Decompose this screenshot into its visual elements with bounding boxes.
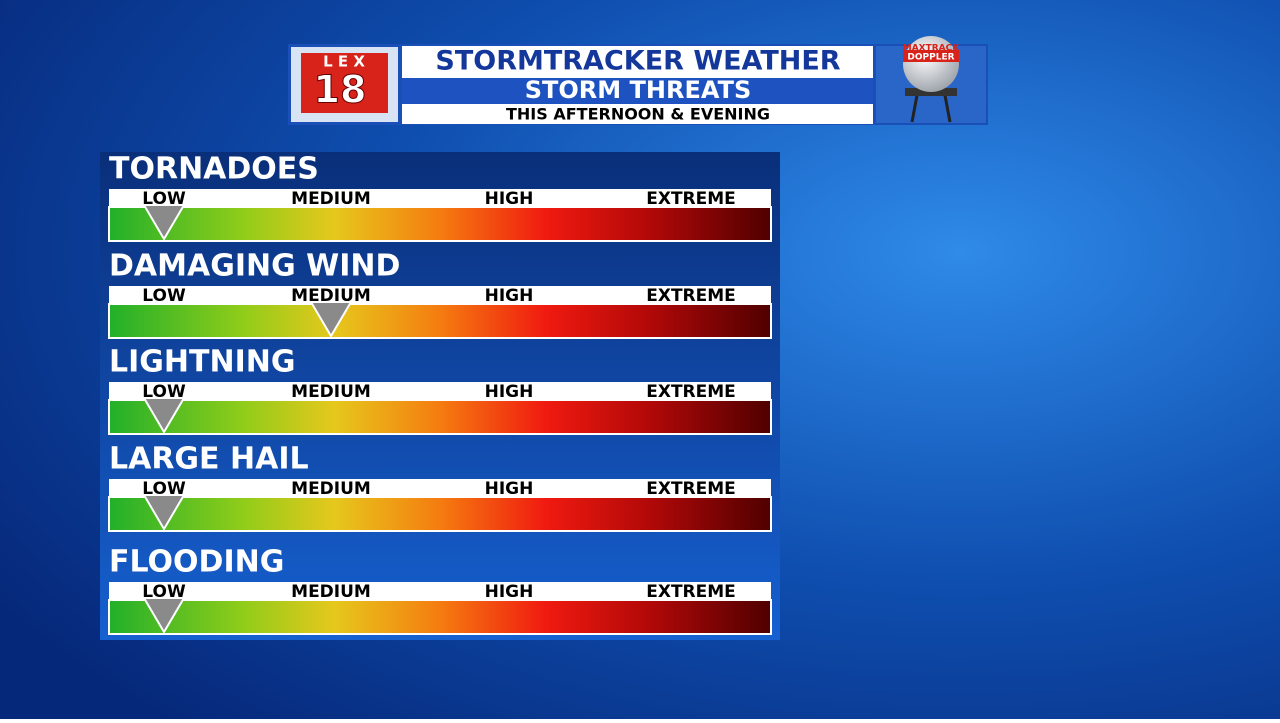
level-strip	[109, 582, 771, 600]
logo-number: 18	[314, 68, 367, 112]
level-label: MEDIUM	[291, 382, 371, 402]
level-strip	[109, 189, 771, 207]
level-label: MEDIUM	[291, 582, 371, 602]
level-label: HIGH	[485, 582, 534, 602]
logo-letters: L E X	[323, 53, 365, 71]
threat-name: FLOODING	[109, 545, 284, 580]
level-label: HIGH	[485, 382, 534, 402]
threat-name: TORNADOES	[109, 152, 319, 187]
level-label: EXTREME	[646, 189, 736, 209]
threat-scale	[108, 206, 772, 242]
level-pointer	[142, 597, 186, 634]
threat-name: LARGE HAIL	[109, 442, 309, 477]
threat-name: DAMAGING WIND	[109, 249, 400, 284]
level-strip	[109, 382, 771, 400]
level-pointer	[142, 397, 186, 434]
radar-logo-top: MAXTRACK	[903, 44, 961, 54]
threat-scale	[108, 496, 772, 532]
threat-rows: TORNADOES LOW MEDIUM HIGH EXTREME DAMAGING WI…	[108, 152, 772, 635]
threat-scale	[108, 303, 772, 339]
level-pointer	[142, 494, 186, 531]
level-label: MEDIUM	[291, 189, 371, 209]
radar-band	[903, 50, 959, 62]
threat-scale	[108, 399, 772, 435]
title: STORMTRACKER WEATHER	[435, 46, 840, 77]
level-label: HIGH	[485, 189, 534, 209]
level-label: EXTREME	[646, 382, 736, 402]
level-pointer	[142, 204, 186, 241]
level-label: HIGH	[485, 479, 534, 499]
threat-name: LIGHTNING	[109, 345, 295, 380]
subtitle: STORM THREATS	[525, 76, 751, 104]
threat-scale	[108, 599, 772, 635]
period: THIS AFTERNOON & EVENING	[506, 105, 770, 124]
level-strip	[109, 479, 771, 497]
level-pointer	[309, 301, 353, 338]
subtitle-bg	[402, 78, 873, 104]
radar-logo-bottom: DOPPLER	[907, 53, 954, 63]
period-bg	[402, 104, 873, 124]
title-bg	[402, 46, 873, 78]
level-label: EXTREME	[646, 582, 736, 602]
station-logo	[301, 53, 388, 113]
level-label: HIGH	[485, 286, 534, 306]
level-label: LOW	[142, 286, 186, 306]
level-label: EXTREME	[646, 479, 736, 499]
level-strip	[109, 286, 771, 304]
level-label: EXTREME	[646, 286, 736, 306]
level-label: MEDIUM	[291, 479, 371, 499]
